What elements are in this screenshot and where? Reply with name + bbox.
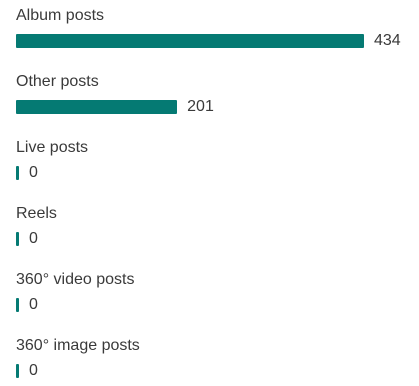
category-label: 360° image posts [16, 337, 140, 354]
value-label: 0 [29, 362, 38, 379]
bar-row: Album posts 434 [16, 6, 416, 56]
category-label: Reels [16, 205, 57, 222]
category-label: Live posts [16, 139, 89, 156]
value-label: 0 [29, 296, 38, 313]
value-label: 201 [187, 98, 214, 115]
bar [16, 166, 19, 180]
category-label: Other posts [16, 73, 99, 90]
bar-row: 360° image posts 0 [16, 336, 416, 386]
category-label: Album posts [16, 7, 105, 24]
bar-row: 360° video posts 0 [16, 270, 416, 320]
bar-row: Live posts 0 [16, 138, 416, 188]
bar [16, 34, 364, 48]
bar [16, 298, 19, 312]
bar [16, 364, 19, 378]
bar [16, 100, 178, 114]
bar [16, 232, 19, 246]
bar-row: Reels 0 [16, 204, 416, 254]
value-label: 434 [374, 32, 401, 49]
value-label: 0 [29, 230, 38, 247]
category-label: 360° video posts [16, 271, 135, 288]
value-label: 0 [29, 164, 38, 181]
bar-row: Other posts 201 [16, 72, 416, 122]
